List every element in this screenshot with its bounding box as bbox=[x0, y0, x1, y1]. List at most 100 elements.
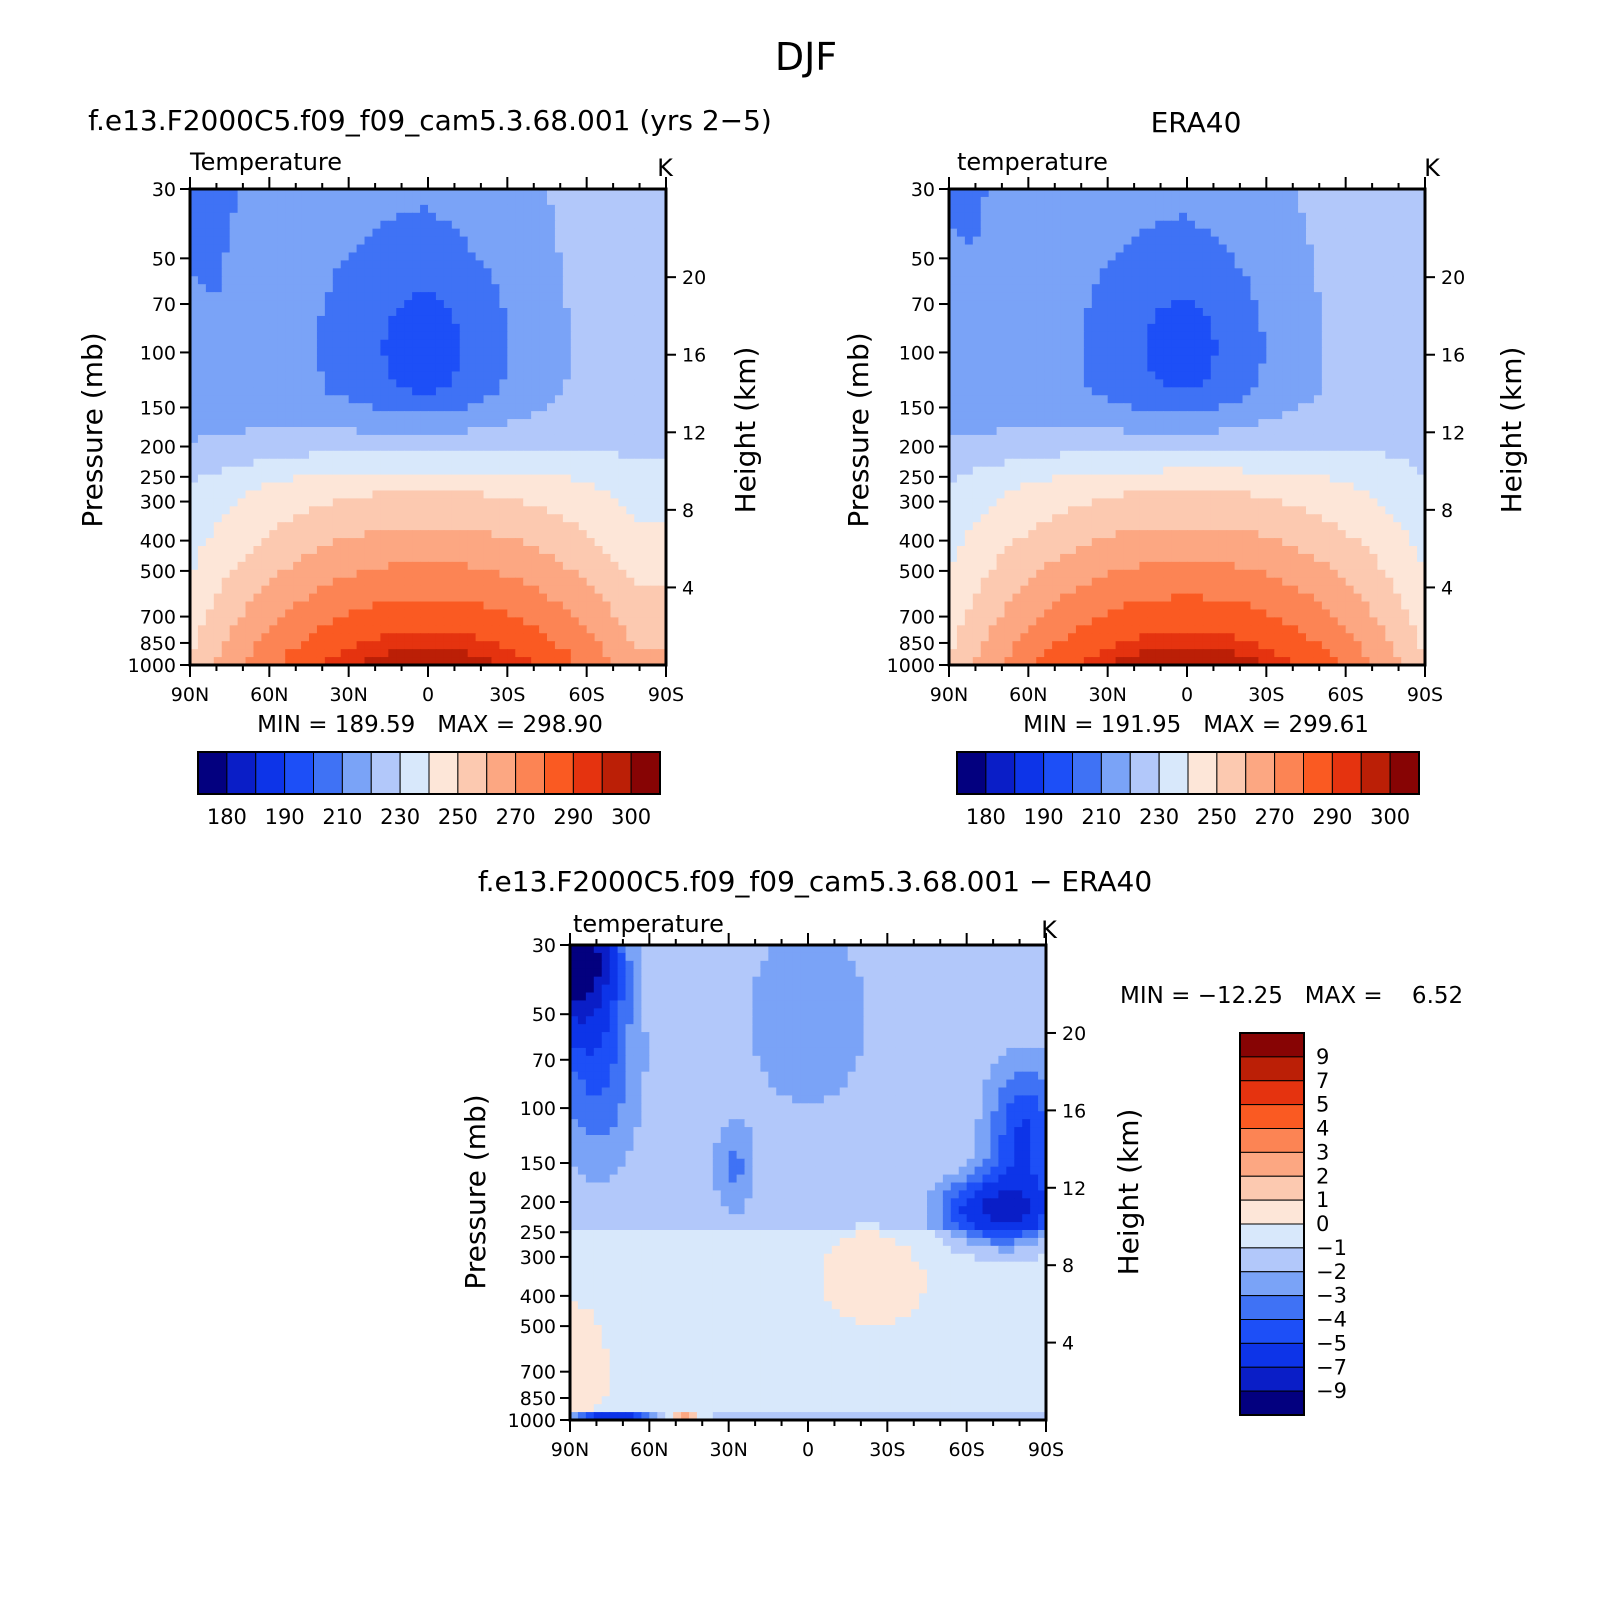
y-tick-label: 150 bbox=[899, 397, 935, 419]
y-tick-label: 250 bbox=[140, 467, 176, 489]
y-tick-label: 50 bbox=[532, 1004, 556, 1026]
colorbar-label: 290 bbox=[553, 805, 593, 829]
x-tick-label: 0 bbox=[422, 684, 434, 706]
panel-title: f.e13.F2000C5.f09_f09_cam5.3.68.001 − ER… bbox=[478, 865, 1152, 898]
panel-title: f.e13.F2000C5.f09_f09_cam5.3.68.001 (yrs… bbox=[88, 104, 772, 137]
colorbar-swatch bbox=[1014, 751, 1045, 795]
colorbar-swatch bbox=[1360, 751, 1391, 795]
colorbar-swatch bbox=[1239, 1295, 1305, 1320]
x-tick-label: 30S bbox=[489, 684, 525, 706]
colorbar-swatch bbox=[1239, 1271, 1305, 1297]
colorbar-frame bbox=[956, 751, 1420, 795]
y-tick-label: 300 bbox=[140, 492, 176, 514]
x-tick-label: 30N bbox=[1088, 684, 1126, 706]
units-label: K bbox=[1041, 916, 1058, 944]
colorbar-label: −1 bbox=[1316, 1236, 1347, 1260]
x-tick-label: 30S bbox=[869, 1439, 905, 1461]
colorbar-swatch bbox=[457, 751, 488, 795]
colorbar-swatch bbox=[197, 751, 228, 795]
x-tick-label: 60N bbox=[630, 1439, 668, 1461]
colorbar-swatch bbox=[1239, 1223, 1305, 1249]
y-tick-label: 200 bbox=[520, 1192, 556, 1214]
y-tick-label: 70 bbox=[911, 294, 935, 316]
height-tick-label: 20 bbox=[682, 267, 706, 289]
y-tick-label: 200 bbox=[140, 437, 176, 459]
y-tick-label: 400 bbox=[520, 1286, 556, 1308]
y-tick-label: 100 bbox=[140, 342, 176, 364]
colorbar-label: 4 bbox=[1316, 1117, 1329, 1141]
variable-label: temperature bbox=[957, 148, 1108, 176]
colorbar-swatch bbox=[1274, 751, 1304, 795]
colorbar-swatch bbox=[370, 751, 401, 795]
y-axis-label: Pressure (mb) bbox=[76, 332, 109, 527]
colorbar-label: 210 bbox=[1081, 805, 1121, 829]
height-tick-label: 20 bbox=[1062, 1023, 1086, 1045]
colorbar-label: 290 bbox=[1312, 805, 1352, 829]
colorbar-swatch bbox=[1100, 751, 1131, 795]
colorbar-label: −3 bbox=[1316, 1284, 1347, 1308]
height-tick-label: 4 bbox=[1441, 577, 1453, 599]
height-tick-label: 4 bbox=[682, 577, 694, 599]
x-tick-label: 30S bbox=[1248, 684, 1284, 706]
y-tick-label: 500 bbox=[899, 561, 935, 583]
height-tick-label: 8 bbox=[1441, 500, 1453, 522]
x-tick-label: 90S bbox=[1407, 684, 1443, 706]
y-tick-label: 100 bbox=[899, 342, 935, 364]
colorbar-label: 230 bbox=[1139, 805, 1179, 829]
colorbar-swatch bbox=[1389, 751, 1420, 795]
colorbar-swatch bbox=[956, 751, 987, 795]
colorbar-frame bbox=[1239, 1032, 1305, 1416]
height-tick-label: 12 bbox=[1062, 1178, 1086, 1200]
x-tick-label: 60S bbox=[1328, 684, 1364, 706]
colorbar-swatch bbox=[284, 751, 314, 795]
y-tick-label: 200 bbox=[899, 437, 935, 459]
y-tick-label: 400 bbox=[899, 531, 935, 553]
height-tick-label: 4 bbox=[1062, 1333, 1074, 1355]
colorbar-swatch bbox=[1187, 751, 1218, 795]
colorbar-swatch bbox=[1239, 1247, 1305, 1273]
colorbar-label: −4 bbox=[1316, 1308, 1347, 1332]
colorbar-swatch bbox=[1239, 1151, 1305, 1177]
units-label: K bbox=[657, 154, 674, 182]
y-tick-label: 300 bbox=[520, 1247, 556, 1269]
x-tick-label: 0 bbox=[802, 1439, 814, 1461]
colorbar-label: 210 bbox=[322, 805, 362, 829]
colorbar-swatch bbox=[1129, 751, 1160, 795]
y-tick-label: 1000 bbox=[887, 655, 935, 677]
colorbar-label: 3 bbox=[1316, 1140, 1329, 1164]
figure-title: DJF bbox=[775, 35, 837, 79]
colorbar-swatch bbox=[226, 751, 257, 795]
colorbar: 180 190 210 230 250 270 290 300 bbox=[956, 751, 1420, 829]
colorbar-swatch bbox=[1216, 751, 1247, 795]
colorbar-label: −5 bbox=[1316, 1331, 1347, 1355]
y-tick-label: 30 bbox=[911, 179, 935, 201]
height-tick-label: 16 bbox=[682, 345, 706, 367]
y-tick-label: 250 bbox=[899, 467, 935, 489]
colorbar-swatch bbox=[1331, 751, 1362, 795]
min-max-label: MIN = 191.95 MAX = 299.61 bbox=[1023, 712, 1369, 738]
y-tick-label: 100 bbox=[520, 1098, 556, 1120]
colorbar-swatch bbox=[1043, 751, 1073, 795]
y-axis-label: Pressure (mb) bbox=[842, 332, 875, 527]
x-tick-label: 90N bbox=[551, 1439, 589, 1461]
y-tick-label: 50 bbox=[911, 248, 935, 270]
colorbar-swatch bbox=[1239, 1175, 1305, 1201]
colorbar-swatch bbox=[1239, 1390, 1305, 1416]
colorbar-swatch bbox=[1239, 1199, 1305, 1225]
min-max-label: MIN = −12.25 MAX = 6.52 bbox=[1120, 983, 1463, 1009]
colorbar-swatch bbox=[341, 751, 372, 795]
colorbar-label: 190 bbox=[265, 805, 305, 829]
y2-axis-label: Height (km) bbox=[1112, 1109, 1145, 1276]
colorbar-swatch bbox=[601, 751, 632, 795]
y-tick-label: 150 bbox=[140, 397, 176, 419]
colorbar-swatch bbox=[1239, 1366, 1305, 1392]
colorbar-label: 1 bbox=[1316, 1188, 1329, 1212]
colorbar-label: 230 bbox=[380, 805, 420, 829]
x-tick-label: 90N bbox=[171, 684, 209, 706]
colorbar-swatch bbox=[572, 751, 603, 795]
y-tick-label: 500 bbox=[140, 561, 176, 583]
contour-fill bbox=[570, 945, 1047, 1421]
x-tick-label: 90S bbox=[1028, 1439, 1064, 1461]
